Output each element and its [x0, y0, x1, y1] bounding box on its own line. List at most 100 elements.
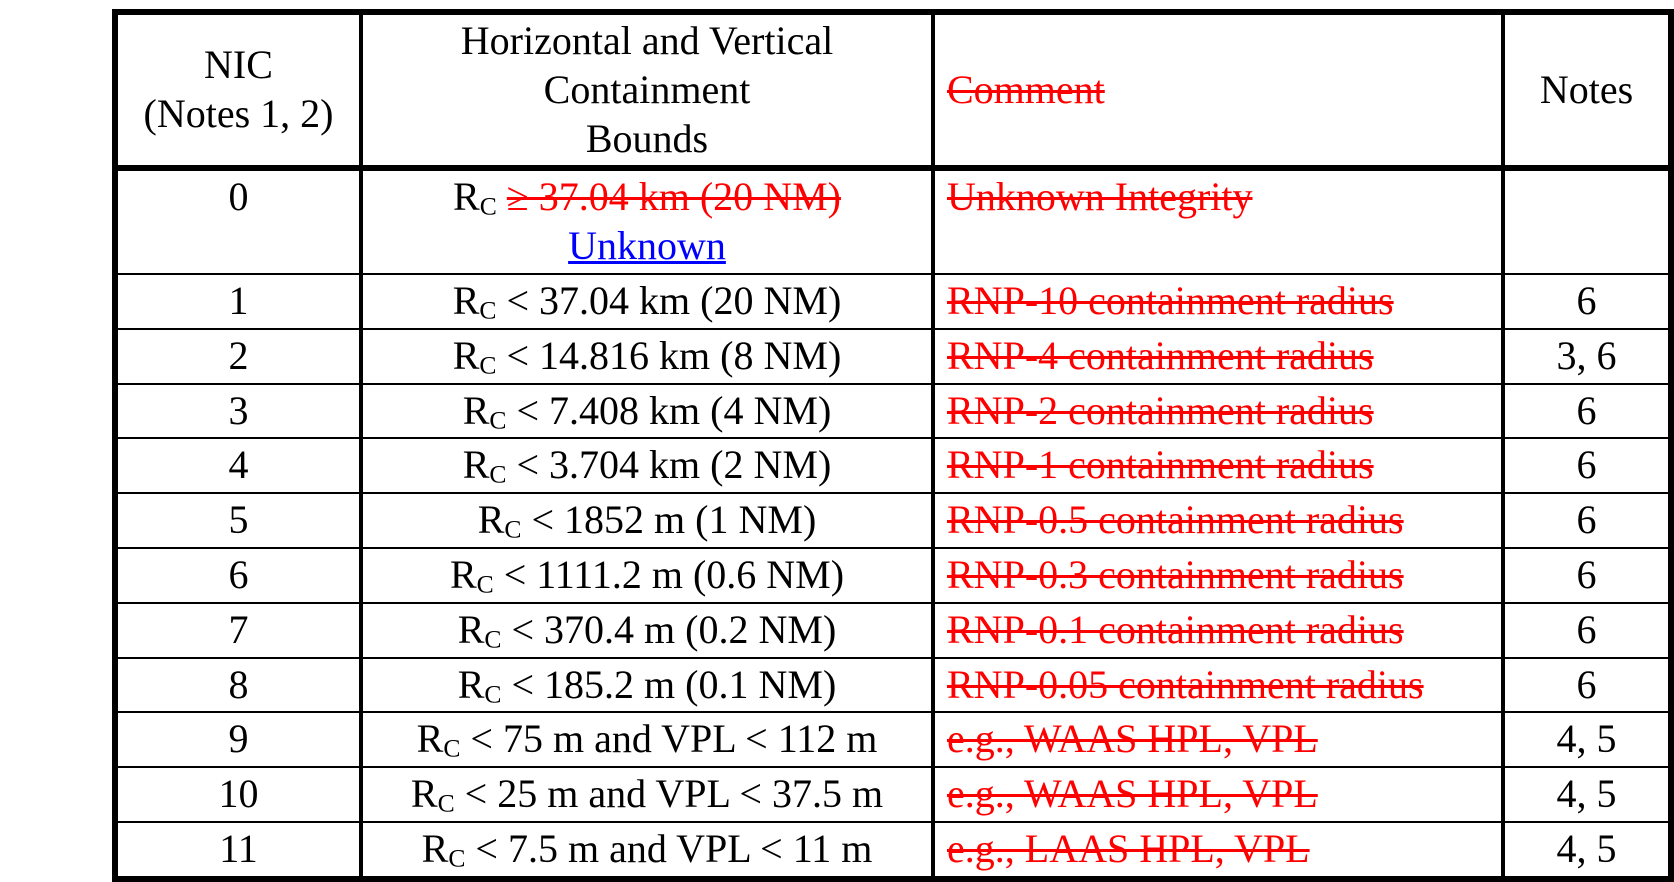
- rc-subscript: C: [484, 679, 502, 709]
- header-notes: Notes: [1501, 10, 1673, 172]
- rc-symbol: RC: [449, 551, 494, 599]
- table-row: 7 RC < 370.4 m (0.2 NM) RNP-0.1 containmen…: [113, 601, 1673, 659]
- header-nic: NIC (Notes 1, 2): [113, 10, 363, 172]
- rc-subscript: C: [479, 350, 497, 380]
- comment-cell: RNP-0.5 containment radius: [931, 492, 1505, 549]
- table-row: 8 RC < 185.2 m (0.1 NM) RNP-0.05 containme…: [113, 656, 1673, 714]
- notes-cell: 6: [1501, 272, 1673, 330]
- rc-subscript: C: [504, 514, 522, 544]
- table-row: 2 RC < 14.816 km (8 NM) RNP-4 containment …: [113, 327, 1673, 385]
- table-row: 5 RC < 1852 m (1 NM) RNP-0.5 containment r…: [113, 492, 1673, 549]
- notes-cell: 6: [1501, 382, 1673, 440]
- rc-symbol: RC: [410, 771, 455, 818]
- header-nic-line2: (Notes 1, 2): [143, 91, 334, 137]
- rc-subscript: C: [479, 191, 497, 221]
- comment-deleted-text: RNP-1 containment radius: [947, 442, 1374, 488]
- header-bounds-line2: Containment: [543, 66, 751, 112]
- bounds-cell: RC < 14.816 km (8 NM): [359, 327, 935, 385]
- comment-deleted-text: RNP-0.5 containment radius: [947, 497, 1404, 543]
- bounds-cell: RC < 185.2 m (0.1 NM): [359, 656, 935, 714]
- rc-subscript: C: [489, 405, 507, 435]
- nic-cell: 10: [113, 766, 363, 823]
- header-row: NIC (Notes 1, 2) Horizontal and Vertical…: [113, 10, 1673, 172]
- table-row: 10 RC < 25 m and VPL < 37.5 m e.g., WAAS H…: [113, 766, 1673, 823]
- table-row: 6 RC < 1111.2 m (0.6 NM) RNP-0.3 containme…: [113, 546, 1673, 604]
- table-row: 11 RC < 7.5 m and VPL < 11 m e.g., LAAS HP…: [113, 820, 1673, 880]
- table-row: 9 RC < 75 m and VPL < 112 m e.g., WAAS HPL…: [113, 711, 1673, 769]
- comment-cell: RNP-1 containment radius: [931, 437, 1505, 495]
- nic-cell: 4: [113, 437, 363, 495]
- rc-symbol: RC: [462, 442, 507, 489]
- rc-symbol: RC: [452, 277, 497, 325]
- comment-cell: e.g., WAAS HPL, VPL: [931, 766, 1505, 823]
- notes-cell: 6: [1501, 656, 1673, 714]
- bounds-deleted-text: ≥ 37.04 km (20 NM): [506, 174, 841, 220]
- comment-cell: RNP-0.3 containment radius: [931, 546, 1505, 604]
- bounds-cell: RC < 370.4 m (0.2 NM): [359, 601, 935, 659]
- comment-cell: RNP-10 containment radius: [931, 272, 1505, 330]
- table-row: 4 RC < 3.704 km (2 NM) RNP-1 containment r…: [113, 437, 1673, 495]
- notes-cell: 3, 6: [1501, 327, 1673, 385]
- comment-deleted-text: e.g., WAAS HPL, VPL: [947, 716, 1318, 762]
- notes-cell: 6: [1501, 601, 1673, 659]
- header-comment: Comment: [931, 10, 1505, 172]
- nic-cell: 9: [113, 711, 363, 769]
- bounds-cell: RC < 25 m and VPL < 37.5 m: [359, 766, 935, 823]
- header-nic-line1: NIC: [204, 42, 273, 88]
- bounds-cell: RC < 7.5 m and VPL < 11 m: [359, 820, 935, 880]
- notes-cell: 4, 5: [1501, 766, 1673, 823]
- rc-symbol: RC: [457, 661, 502, 709]
- comment-deleted-text: Unknown Integrity: [947, 174, 1253, 220]
- comment-cell: Unknown Integrity: [931, 167, 1505, 275]
- rc-symbol: RC: [453, 174, 497, 221]
- nic-cell: 1: [113, 272, 363, 330]
- rc-symbol: RC: [477, 497, 522, 544]
- bounds-cell: RC < 7.408 km (4 NM): [359, 382, 935, 440]
- rc-subscript: C: [476, 569, 494, 599]
- notes-cell: 6: [1501, 492, 1673, 549]
- nic-cell: 11: [113, 820, 363, 880]
- comment-deleted-text: RNP-2 containment radius: [947, 387, 1374, 433]
- notes-cell: 6: [1501, 546, 1673, 604]
- table-row: 3 RC < 7.408 km (4 NM) RNP-2 containment r…: [113, 382, 1673, 440]
- comment-cell: e.g., LAAS HPL, VPL: [931, 820, 1505, 880]
- comment-deleted-text: RNP-0.1 containment radius: [947, 606, 1404, 652]
- comment-deleted-text: RNP-0.05 containment radius: [947, 661, 1424, 707]
- rc-subscript: C: [484, 624, 502, 654]
- comment-cell: RNP-4 containment radius: [931, 327, 1505, 385]
- rc-subscript: C: [489, 459, 507, 489]
- nic-cell: 3: [113, 382, 363, 440]
- comment-deleted-text: RNP-4 containment radius: [947, 332, 1374, 378]
- rc-subscript: C: [479, 295, 497, 325]
- header-bounds-line1: Horizontal and Vertical: [460, 18, 834, 63]
- nic-cell: 5: [113, 492, 363, 549]
- notes-cell: 4, 5: [1501, 820, 1673, 880]
- nic-cell: 7: [113, 601, 363, 659]
- rc-subscript: C: [443, 733, 461, 763]
- bounds-cell: RC < 37.04 km (20 NM): [359, 272, 935, 330]
- header-bounds: Horizontal and Vertical Containment Boun…: [359, 10, 935, 172]
- table-body: 0 RC ≥ 37.04 km (20 NM) Unknown Unknown Int…: [113, 167, 1673, 880]
- comment-cell: RNP-2 containment radius: [931, 382, 1505, 440]
- bounds-cell: RC < 3.704 km (2 NM): [359, 437, 935, 495]
- nic-cell: 6: [113, 546, 363, 604]
- notes-cell: 4, 5: [1501, 711, 1673, 769]
- bounds-cell: RC < 1852 m (1 NM): [359, 492, 935, 549]
- notes-cell: [1501, 167, 1673, 275]
- bounds-cell: RC < 75 m and VPL < 112 m: [359, 711, 935, 769]
- rc-symbol: RC: [416, 716, 461, 763]
- header-bounds-line3: Bounds: [585, 115, 709, 161]
- rc-subscript: C: [437, 788, 455, 818]
- bounds-cell: RC ≥ 37.04 km (20 NM) Unknown: [359, 167, 935, 275]
- nic-table: NIC (Notes 1, 2) Horizontal and Vertical…: [112, 9, 1674, 882]
- bounds-inserted-text: Unknown: [568, 223, 726, 269]
- comment-deleted-text: e.g., LAAS HPL, VPL: [947, 825, 1310, 871]
- nic-cell: 0: [113, 167, 363, 275]
- notes-cell: 6: [1501, 437, 1673, 495]
- comment-cell: RNP-0.1 containment radius: [931, 601, 1505, 659]
- rc-symbol: RC: [462, 387, 507, 435]
- comment-deleted-text: RNP-10 containment radius: [947, 277, 1394, 323]
- comment-deleted-text: RNP-0.3 containment radius: [947, 551, 1404, 597]
- nic-cell: 8: [113, 656, 363, 714]
